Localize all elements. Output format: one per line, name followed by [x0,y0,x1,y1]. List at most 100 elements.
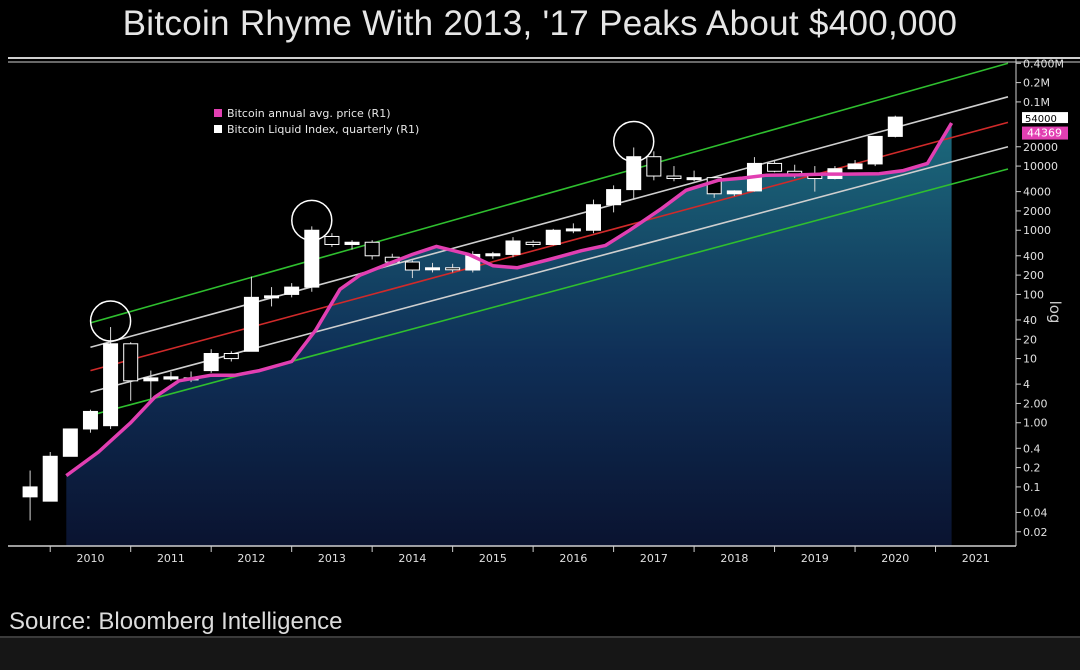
legend-swatch [214,109,222,117]
candle-body [304,229,320,288]
candle [82,409,98,433]
x-tick-label: 2015 [479,552,507,565]
candle-body [42,455,58,502]
candle [686,170,702,182]
candle-body [123,343,139,382]
y-tick-label: 0.02 [1023,526,1048,539]
y-tick-label: 20 [1023,333,1037,346]
candle [505,237,521,258]
candle-body [82,410,98,430]
candle [264,287,280,307]
candle [304,226,320,292]
legend-label: Bitcoin annual avg. price (R1) [227,107,391,120]
candle [324,233,340,247]
price-line [65,122,954,478]
y-tick-label: 4000 [1023,186,1051,199]
candle-body [203,353,219,372]
legend-swatch [214,125,222,133]
candle-body [364,241,380,257]
candle [123,342,139,401]
candle [62,428,78,457]
candle [364,240,380,260]
candle-body [847,163,863,170]
candle [847,160,863,170]
last-value-box [1022,126,1068,140]
candle-body [505,240,521,255]
x-tick-label: 2014 [398,552,426,565]
candle-body [284,286,300,295]
candle-body [344,241,360,245]
candle-body [726,190,742,195]
candle-body [163,376,179,380]
candle [425,262,441,273]
bottom-bar [0,638,1080,670]
peak-highlight-circle [612,120,655,163]
candle [404,260,420,279]
candle-body [485,253,501,257]
candle [284,283,300,298]
y-tick-label: 400 [1023,250,1044,263]
candle-body [223,353,239,360]
y-tick-label: 1.00 [1023,417,1048,430]
last-value-label: 54000 [1025,114,1057,125]
candle-body [525,241,541,245]
candle [203,349,219,373]
y-tick-label: 10 [1023,353,1037,366]
y-tick-label: 4 [1023,378,1030,391]
candle-body [62,428,78,457]
candle [666,166,682,182]
y-axis-title: log [1046,301,1064,324]
candle-body [686,177,702,181]
x-tick-label: 2021 [962,552,990,565]
candle [485,251,501,259]
candle [163,371,179,381]
candle [223,351,239,362]
x-tick-label: 2010 [76,552,104,565]
bottom-divider [0,636,1080,638]
x-tick-label: 2016 [559,552,587,565]
candle-body [867,135,883,165]
y-tick-label: 2.00 [1023,397,1048,410]
y-tick-label: 2000 [1023,205,1051,218]
y-tick-label: 0.1 [1023,481,1041,494]
candle-body [545,229,561,245]
candle-body [243,296,259,352]
x-tick-label: 2018 [720,552,748,565]
y-tick-label: 0.1M [1023,96,1050,109]
candle-body [103,343,119,427]
y-tick-label: 0.400M [1023,57,1064,70]
candle-body [264,295,280,299]
x-tick-label: 2011 [157,552,185,565]
candle-body [143,377,159,382]
candle-body [22,486,38,498]
candle-body [666,175,682,180]
x-tick-label: 2020 [881,552,909,565]
candle-body [606,189,622,206]
last-value-box [1022,112,1068,124]
candle-body [887,116,903,137]
candle [445,263,461,273]
candle [143,370,159,401]
x-tick-label: 2013 [318,552,346,565]
candle-body [425,267,441,271]
x-tick-label: 2019 [801,552,829,565]
candle-body [626,156,642,191]
y-tick-label: 200 [1023,269,1044,282]
trend-band-inner-lower [90,145,1009,393]
candle-body [404,261,420,271]
source-note: Source: Bloomberg Intelligence [9,608,343,635]
peak-highlight-circle [291,199,333,242]
candle [646,151,662,181]
candle [344,240,360,250]
candle-body [767,162,783,172]
last-value-label: 44369 [1027,127,1062,140]
price-area-fill [66,123,952,546]
trend-band-upper [90,62,1009,324]
candle [103,327,119,429]
candle [243,276,259,352]
candle-body [585,204,601,231]
candle [22,470,38,521]
candle-body [324,235,340,245]
y-tick-label: 0.2 [1023,462,1041,475]
